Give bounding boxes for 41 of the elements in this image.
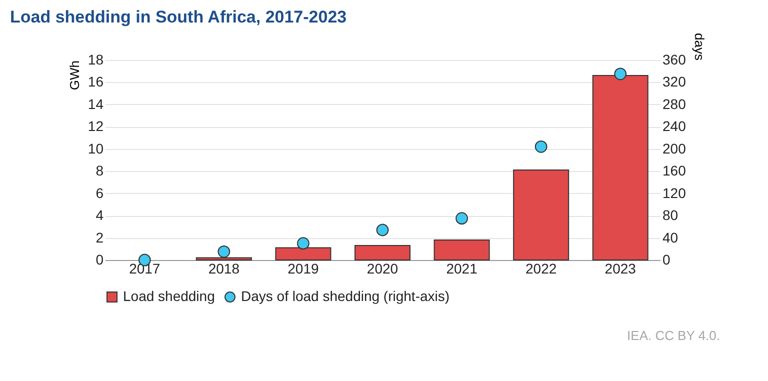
y2-tick-label: 280 [662, 96, 686, 112]
bar [354, 245, 410, 260]
x-tick-label: 2023 [604, 260, 636, 276]
point [534, 140, 548, 153]
point [218, 245, 230, 258]
y-tick-label: 10 [88, 140, 104, 156]
point [614, 68, 627, 80]
y2-tick-label: 200 [662, 140, 686, 156]
x-tick-label: 2018 [208, 260, 240, 276]
y2-tick-label: 240 [662, 118, 686, 134]
x-tick-label: 2022 [525, 260, 557, 276]
y-tick-label: 6 [96, 184, 104, 201]
y-axis-title: GWh [66, 60, 82, 90]
y2-tick-label: 360 [662, 52, 686, 68]
y2-axis-title: days [692, 33, 707, 61]
point [297, 237, 310, 250]
bar [513, 170, 570, 260]
y2-tick-label: 320 [662, 74, 686, 90]
y-tick-label: 0 [96, 252, 104, 268]
y-tick-label: 8 [96, 162, 104, 179]
x-tick-label: 2020 [366, 260, 398, 276]
chart-title: Load shedding in South Africa, 2017-2023 [10, 8, 347, 27]
text: IEA. CC BY 4.0. [627, 328, 720, 343]
bar [434, 240, 490, 260]
point [456, 212, 468, 225]
y-tick-label: 14 [88, 96, 104, 112]
y-tick-label: 18 [88, 52, 104, 68]
y2-tick-label: 0 [662, 252, 670, 268]
point [376, 224, 389, 236]
y-tick-label: 12 [88, 118, 104, 134]
legend-label: Days of load shedding (right-axis) [241, 288, 450, 304]
y2-tick-label: 160 [662, 162, 686, 179]
x-tick-label: 2021 [446, 260, 478, 276]
legend-label: Load shedding [123, 288, 215, 304]
y-tick-label: 16 [88, 74, 104, 90]
x-tick-label: 2019 [288, 260, 319, 276]
y-tick-label: 2 [96, 229, 104, 246]
y-tick-label: 4 [96, 207, 104, 224]
y2-tick-label: 80 [662, 207, 678, 224]
y2-tick-label: 120 [662, 184, 686, 201]
y2-tick-label: 40 [662, 229, 678, 246]
